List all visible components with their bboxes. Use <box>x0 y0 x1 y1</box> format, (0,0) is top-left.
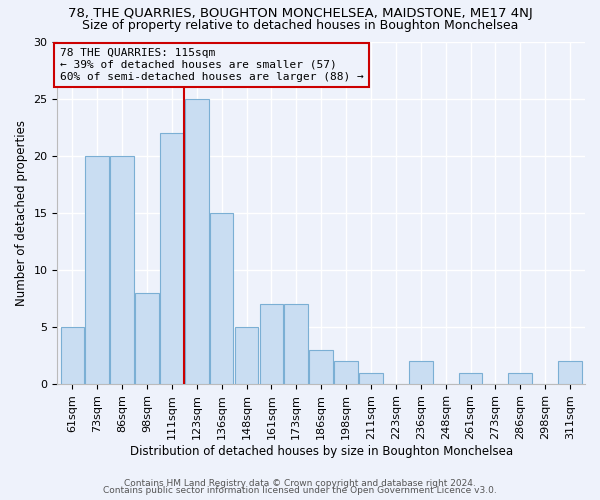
Text: Contains HM Land Registry data © Crown copyright and database right 2024.: Contains HM Land Registry data © Crown c… <box>124 478 476 488</box>
Bar <box>135 292 159 384</box>
Bar <box>61 327 84 384</box>
Bar <box>235 327 259 384</box>
Bar <box>284 304 308 384</box>
Bar <box>110 156 134 384</box>
Bar <box>310 350 333 384</box>
Bar <box>260 304 283 384</box>
Text: 78 THE QUARRIES: 115sqm
← 39% of detached houses are smaller (57)
60% of semi-de: 78 THE QUARRIES: 115sqm ← 39% of detache… <box>60 48 364 82</box>
Bar <box>160 133 184 384</box>
Bar <box>185 98 209 384</box>
Bar <box>409 362 433 384</box>
Text: Size of property relative to detached houses in Boughton Monchelsea: Size of property relative to detached ho… <box>82 18 518 32</box>
Bar <box>508 372 532 384</box>
Text: 78, THE QUARRIES, BOUGHTON MONCHELSEA, MAIDSTONE, ME17 4NJ: 78, THE QUARRIES, BOUGHTON MONCHELSEA, M… <box>68 8 532 20</box>
Bar <box>85 156 109 384</box>
Y-axis label: Number of detached properties: Number of detached properties <box>15 120 28 306</box>
Bar <box>558 362 582 384</box>
X-axis label: Distribution of detached houses by size in Boughton Monchelsea: Distribution of detached houses by size … <box>130 444 513 458</box>
Bar <box>210 213 233 384</box>
Bar <box>334 362 358 384</box>
Bar <box>359 372 383 384</box>
Text: Contains public sector information licensed under the Open Government Licence v3: Contains public sector information licen… <box>103 486 497 495</box>
Bar <box>459 372 482 384</box>
